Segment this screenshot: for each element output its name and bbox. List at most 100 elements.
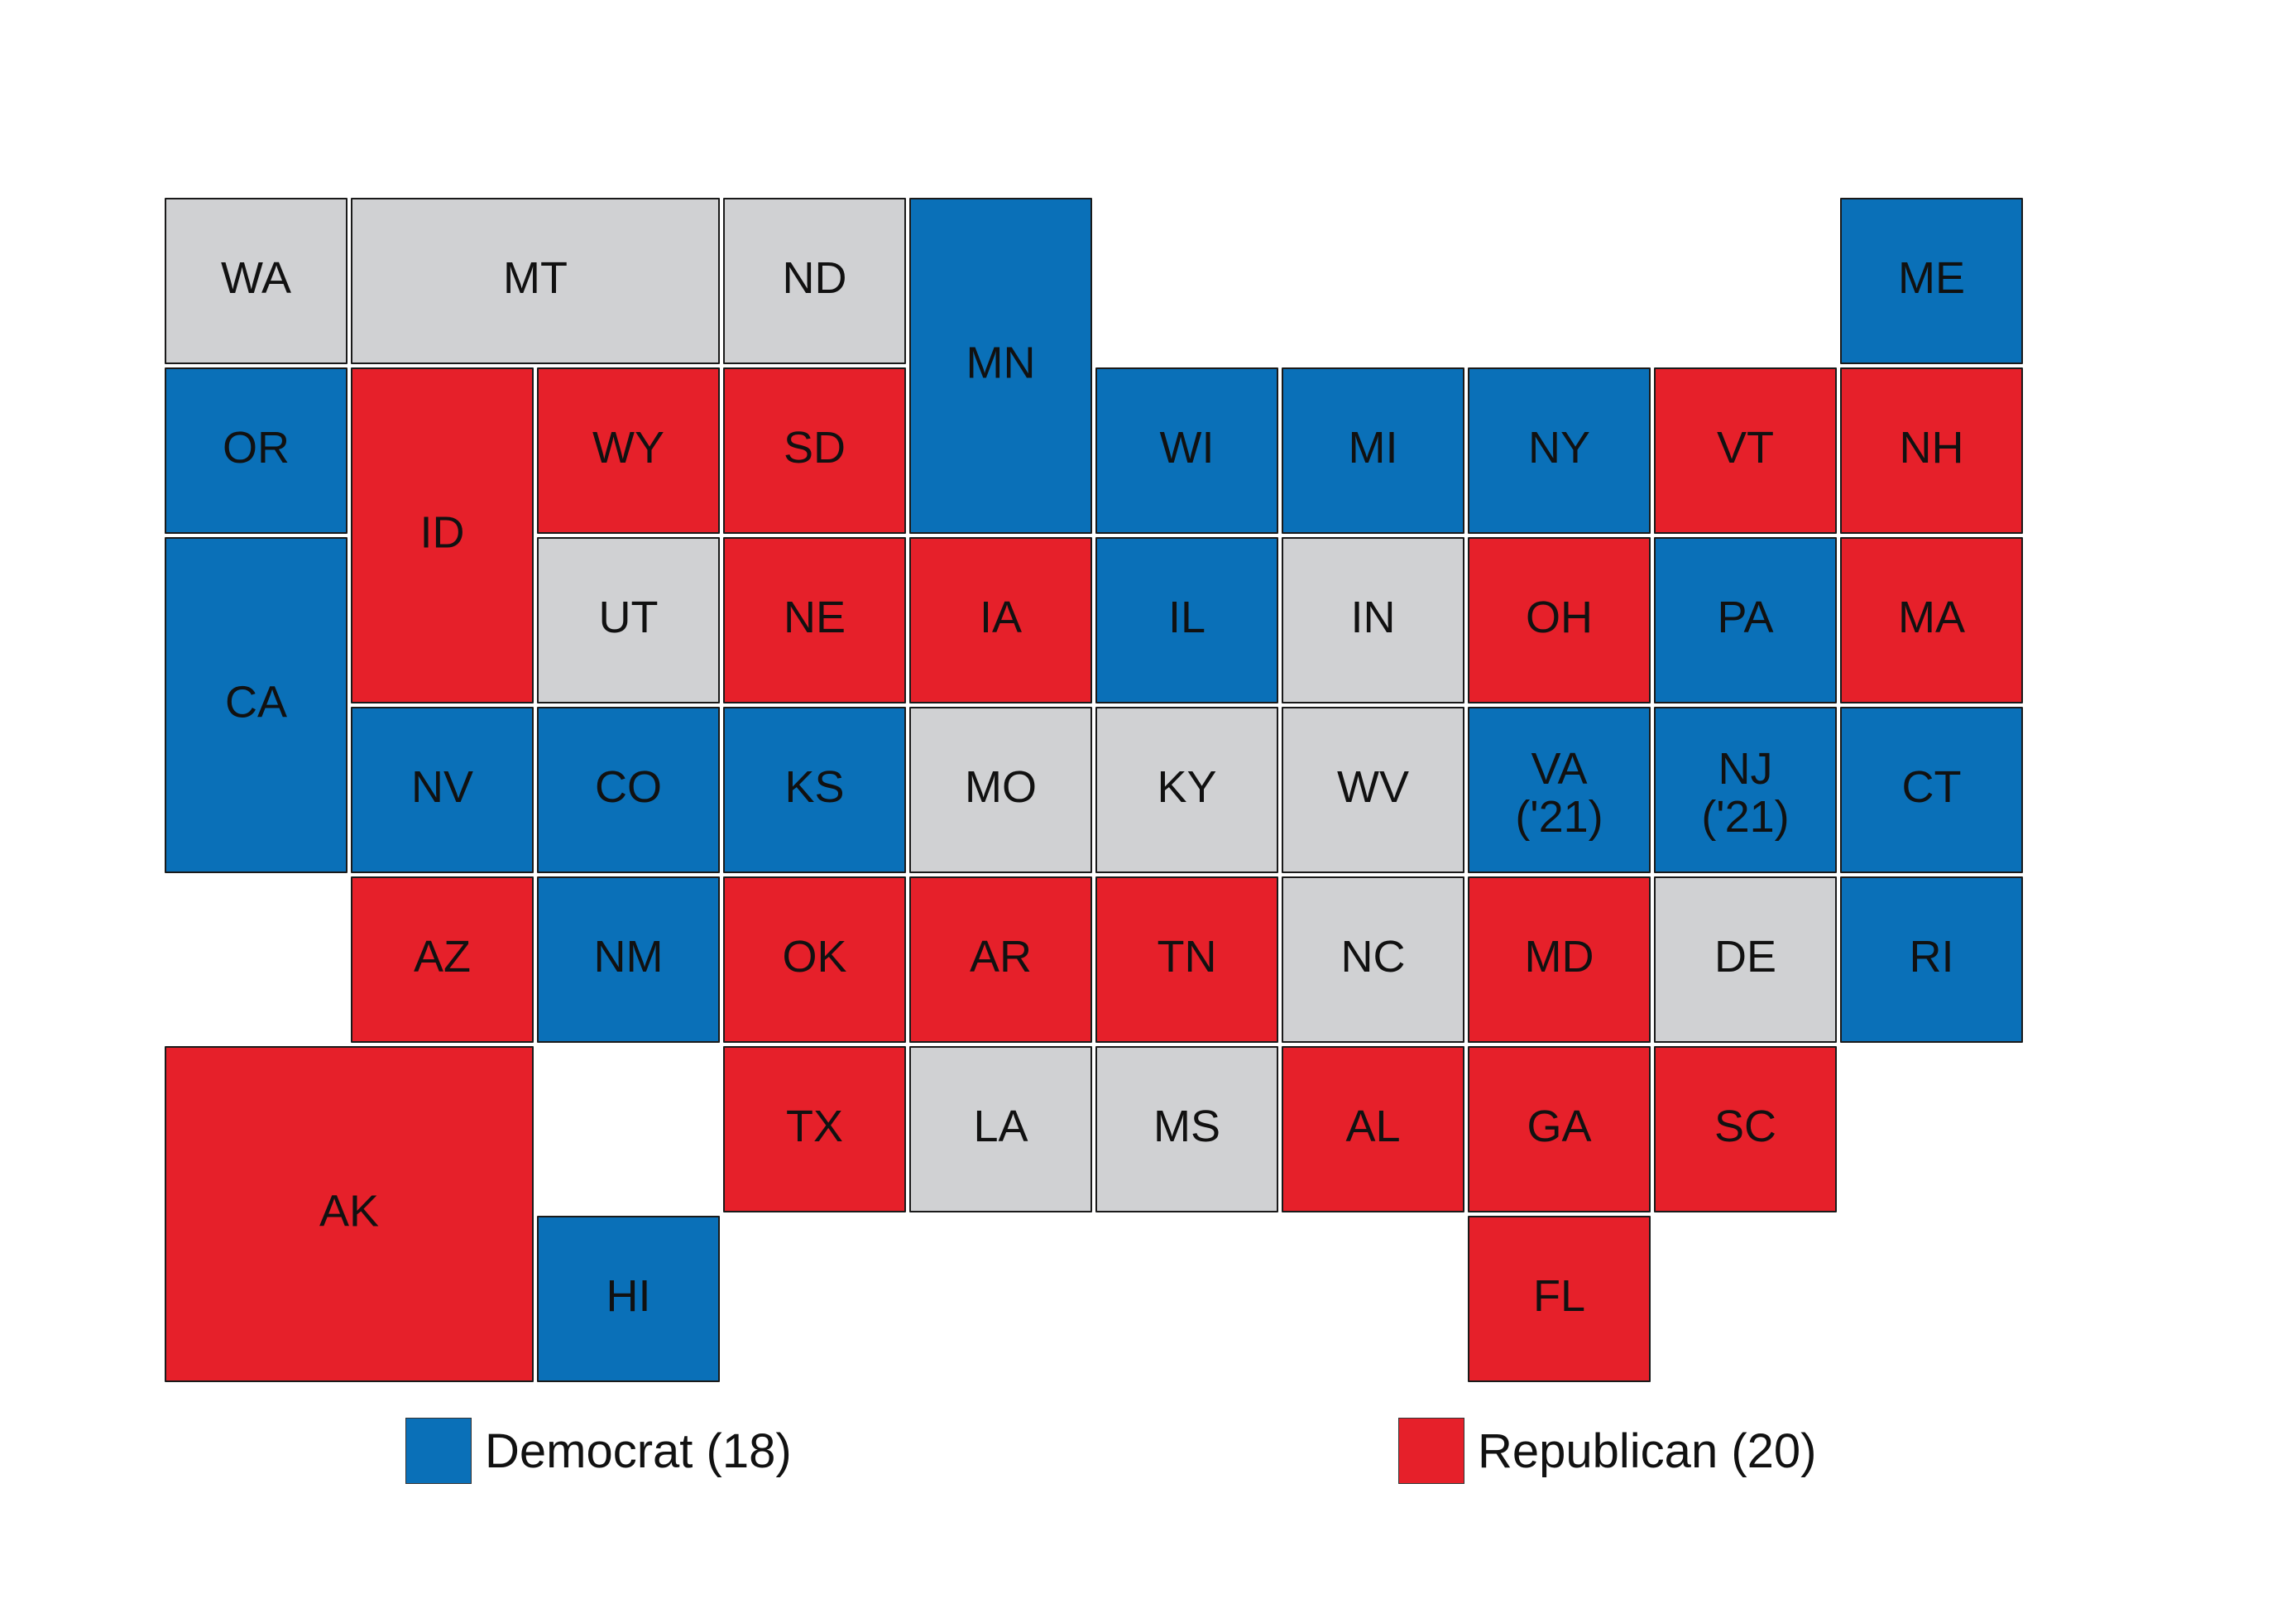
state-in[interactable] (1282, 537, 1464, 703)
state-va[interactable] (1468, 707, 1651, 873)
state-hi[interactable] (537, 1216, 720, 1382)
state-label-md: MD (1525, 932, 1594, 982)
state-label-ne: NE (784, 593, 846, 642)
legend-democrat-swatch (405, 1418, 472, 1484)
state-mt[interactable] (351, 198, 720, 364)
state-nd[interactable] (723, 198, 906, 364)
state-label-az: AZ (414, 932, 471, 982)
state-ma[interactable] (1840, 537, 2023, 703)
state-wv[interactable] (1282, 707, 1464, 873)
state-label-il: IL (1168, 593, 1206, 642)
state-tn[interactable] (1095, 876, 1278, 1043)
state-label-me: ME (1898, 253, 1965, 303)
state-wy[interactable] (537, 367, 720, 534)
state-label-oh: OH (1526, 593, 1593, 642)
state-tx[interactable] (723, 1046, 906, 1212)
state-fl[interactable] (1468, 1216, 1651, 1382)
state-label-de: DE (1714, 932, 1776, 982)
state-ia[interactable] (909, 537, 1092, 703)
state-label-nj: NJ (1718, 744, 1773, 794)
state-label-ia: IA (980, 593, 1022, 642)
state-ms[interactable] (1095, 1046, 1278, 1212)
state-oh[interactable] (1468, 537, 1651, 703)
state-label-ma: MA (1898, 593, 1965, 642)
state-label-sd: SD (784, 423, 846, 473)
state-ca[interactable] (165, 537, 348, 873)
state-label-ut: UT (599, 593, 659, 642)
state-sd[interactable] (723, 367, 906, 534)
state-label-ga: GA (1527, 1102, 1591, 1151)
state-la[interactable] (909, 1046, 1092, 1212)
state-nh[interactable] (1840, 367, 2023, 534)
state-label-nc: NC (1341, 932, 1406, 982)
state-ak[interactable] (165, 1046, 534, 1382)
state-ga[interactable] (1468, 1046, 1651, 1212)
state-co[interactable] (537, 707, 720, 873)
state-label-fl: FL (1533, 1271, 1585, 1321)
state-labels: WA OR CA NV ID MT WY UT AZ CO NM ND SD NE KS OK TX MN IA MO… (221, 253, 1965, 1321)
state-nm[interactable] (537, 876, 720, 1043)
state-me[interactable] (1840, 198, 2023, 364)
legend-democrat: Democrat (18) (405, 1418, 792, 1484)
state-label-nv: NV (411, 762, 473, 812)
state-ri[interactable] (1840, 876, 2023, 1043)
state-label-wi: WI (1160, 423, 1215, 473)
state-label-vt: VT (1717, 423, 1774, 473)
legend-republican-label: Republican (20) (1478, 1424, 1817, 1478)
state-label-nm: NM (594, 932, 664, 982)
state-label-in: IN (1351, 593, 1396, 642)
state-label-co: CO (595, 762, 662, 812)
state-mn[interactable] (909, 198, 1092, 534)
state-sublabel-nj: ('21) (1701, 792, 1789, 842)
state-ny[interactable] (1468, 367, 1651, 534)
state-id[interactable] (351, 367, 534, 703)
state-label-nh: NH (1900, 423, 1964, 473)
state-wi[interactable] (1095, 367, 1278, 534)
state-de[interactable] (1654, 876, 1837, 1043)
state-sc[interactable] (1654, 1046, 1837, 1212)
state-ne[interactable] (723, 537, 906, 703)
state-label-wv: WV (1337, 762, 1409, 812)
state-label-ar: AR (970, 932, 1032, 982)
state-label-mi: MI (1349, 423, 1398, 473)
state-ok[interactable] (723, 876, 906, 1043)
state-ks[interactable] (723, 707, 906, 873)
state-label-ca: CA (225, 677, 287, 727)
state-mo[interactable] (909, 707, 1092, 873)
state-label-al: AL (1345, 1102, 1400, 1151)
state-label-mo: MO (965, 762, 1037, 812)
state-label-ri: RI (1910, 932, 1954, 982)
state-md[interactable] (1468, 876, 1651, 1043)
state-label-ct: CT (1902, 762, 1962, 812)
state-label-mt: MT (503, 253, 568, 303)
state-nc[interactable] (1282, 876, 1464, 1043)
state-ky[interactable] (1095, 707, 1278, 873)
state-sublabel-va: ('21) (1515, 792, 1603, 842)
state-label-ny: NY (1528, 423, 1590, 473)
state-wa[interactable] (165, 198, 348, 364)
state-or[interactable] (165, 367, 348, 534)
state-label-ks: KS (784, 762, 844, 812)
state-ct[interactable] (1840, 707, 2023, 873)
state-mi[interactable] (1282, 367, 1464, 534)
state-nj[interactable] (1654, 707, 1837, 873)
state-label-tn: TN (1158, 932, 1217, 982)
state-label-mn: MN (966, 338, 1036, 387)
state-label-tx: TX (786, 1102, 843, 1151)
state-label-pa: PA (1717, 593, 1773, 642)
state-ar[interactable] (909, 876, 1092, 1043)
state-al[interactable] (1282, 1046, 1464, 1212)
state-vt[interactable] (1654, 367, 1837, 534)
state-pa[interactable] (1654, 537, 1837, 703)
state-label-ak: AK (319, 1186, 379, 1236)
legend-democrat-label: Democrat (18) (485, 1424, 792, 1478)
state-il[interactable] (1095, 537, 1278, 703)
legend-republican-swatch (1398, 1418, 1464, 1484)
state-nv[interactable] (351, 707, 534, 873)
state-ut[interactable] (537, 537, 720, 703)
state-az[interactable] (351, 876, 534, 1043)
legend-republican: Republican (20) (1398, 1418, 1816, 1484)
state-tiles (165, 198, 2023, 1382)
